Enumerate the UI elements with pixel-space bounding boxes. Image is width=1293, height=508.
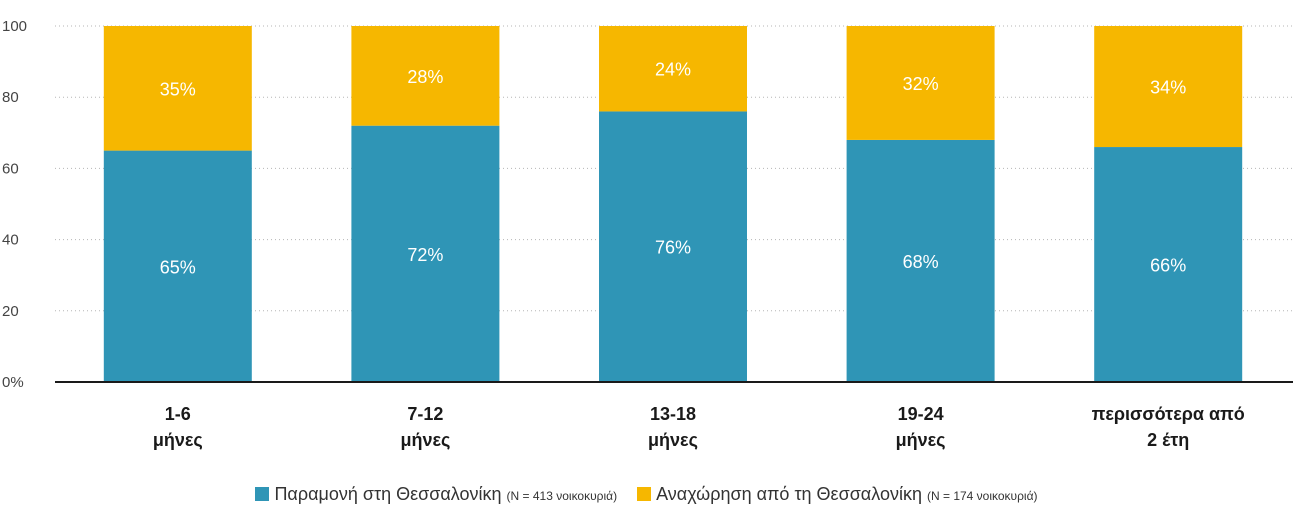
bar-leave-2 — [351, 26, 500, 126]
data-label-leave-2: 28% — [407, 67, 443, 87]
data-label-stay-3: 76% — [655, 238, 691, 258]
bar-leave-1 — [103, 26, 252, 151]
bar-stay-3 — [599, 111, 747, 382]
data-label-stay-2: 72% — [407, 245, 443, 265]
category-label-2-line-2: μήνες — [400, 430, 450, 450]
category-label-1-line-1: 1-6 — [165, 404, 191, 424]
category-label-3-line-1: 13-18 — [650, 404, 696, 424]
legend-item-stay: Παραμονή στη Θεσσαλονίκη (N = 413 νοικοκ… — [255, 484, 617, 505]
category-label-2-line-1: 7-12 — [407, 404, 443, 424]
legend-swatch-leave — [637, 486, 652, 501]
stacked-bar-chart: 0% 20 40 60 80 100 65% 35% 72% 28% 76% 24% 68% 32% 66… — [2, 18, 1293, 450]
data-label-leave-1: 35% — [160, 79, 196, 99]
category-label-4-line-2: μήνες — [896, 430, 946, 450]
y-tick-label-60: 60 — [2, 160, 19, 177]
category-label-5-line-1: περισσότερα από — [1092, 404, 1245, 424]
bar-stay-1 — [103, 150, 252, 382]
y-axis-tick-labels: 0% 20 40 60 80 100 — [2, 18, 27, 391]
legend-note-leave: (N = 174 νοικοκυριά) — [926, 488, 1038, 503]
data-label-leave-4: 32% — [903, 74, 939, 94]
category-label-4-line-1: 19-24 — [898, 404, 944, 424]
y-tick-label-80: 80 — [2, 89, 19, 106]
data-label-stay-4: 68% — [903, 252, 939, 272]
data-label-leave-5: 34% — [1150, 78, 1186, 98]
y-tick-label-0: 0% — [2, 374, 24, 391]
legend: Παραμονή στη Θεσσαλονίκη (N = 413 νοικοκ… — [0, 483, 1293, 505]
data-label-stay-1: 65% — [160, 257, 196, 277]
bar-leave-5 — [1094, 26, 1243, 148]
data-label-leave-3: 24% — [655, 60, 691, 80]
legend-swatch-stay — [255, 486, 270, 501]
legend-item-leave: Αναχώρηση από τη Θεσσαλονίκη (N = 174 νο… — [637, 483, 1038, 505]
legend-label-stay: Παραμονή στη Θεσσαλονίκη — [274, 483, 502, 504]
legend-label-leave: Αναχώρηση από τη Θεσσαλονίκη — [656, 483, 922, 504]
bar-stay-2 — [351, 125, 500, 383]
y-tick-label-20: 20 — [2, 303, 19, 320]
category-label-1-line-2: μήνες — [153, 430, 203, 450]
bar-leave-4 — [846, 26, 995, 140]
x-axis-category-labels: 1-6 μήνες 7-12 μήνες 13-18 μήνες 19-24 μήνες περ… — [153, 404, 1245, 450]
data-label-stay-5: 66% — [1150, 256, 1186, 276]
bar-stay-4 — [846, 139, 995, 382]
bars: 65% 35% 72% 28% 76% 24% 68% 32% 66% 34% — [103, 26, 1243, 383]
category-label-5-line-2: 2 έτη — [1147, 430, 1189, 450]
y-tick-label-100: 100 — [2, 18, 27, 35]
y-tick-label-40: 40 — [2, 232, 19, 249]
bar-leave-3 — [599, 26, 747, 112]
bar-stay-5 — [1094, 147, 1243, 382]
category-label-3-line-2: μήνες — [648, 430, 698, 450]
legend-note-stay: (N = 413 νοικοκυριά) — [506, 488, 618, 503]
